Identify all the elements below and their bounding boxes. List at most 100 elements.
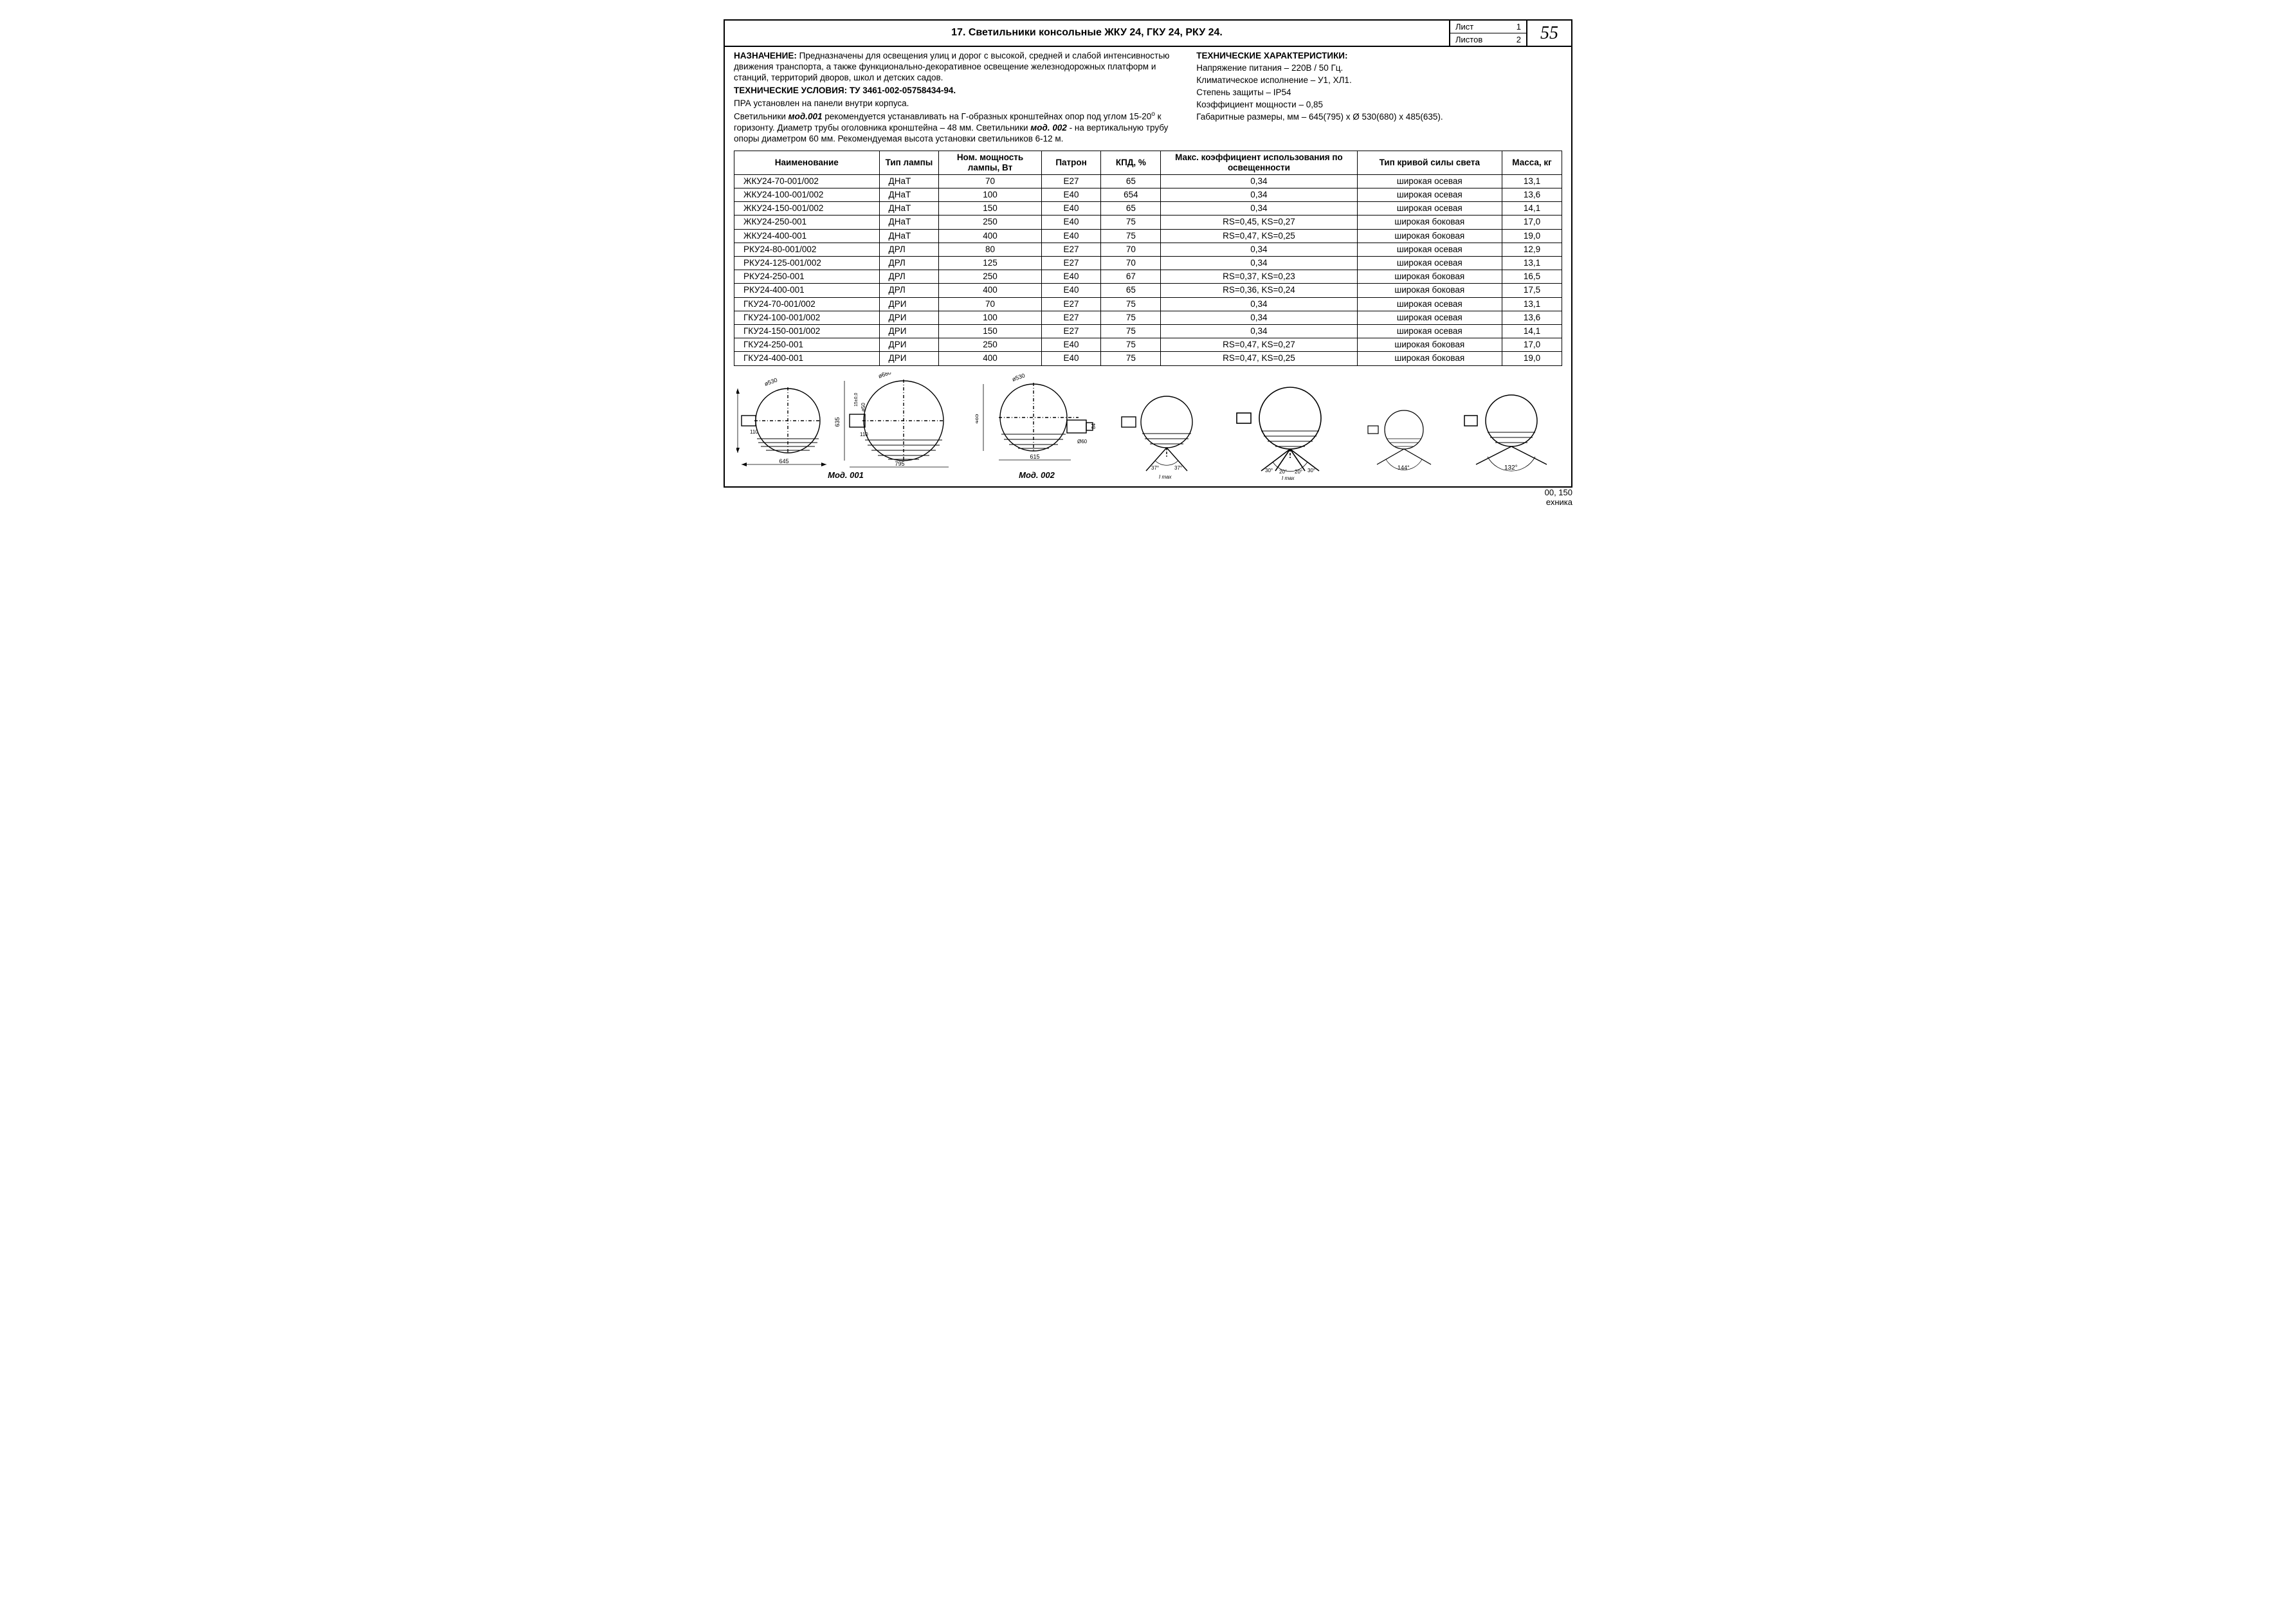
th-0: Наименование: [734, 151, 880, 174]
td: 400: [939, 284, 1041, 297]
td: широкая осевая: [1357, 188, 1502, 202]
frag1: 00, 150: [1545, 488, 1572, 497]
td: Е27: [1041, 324, 1101, 338]
td: Е40: [1041, 270, 1101, 284]
td: RS=0,37, KS=0,23: [1161, 270, 1357, 284]
td: 0,34: [1161, 297, 1357, 311]
td: 150: [939, 324, 1041, 338]
td: 75: [1101, 216, 1161, 229]
table-row: ЖКУ24-250-001ДНаТ250Е4075RS=0,45, KS=0,2…: [734, 216, 1562, 229]
td: 12,9: [1502, 243, 1562, 256]
sheets-num: 2: [1517, 35, 1521, 44]
td: ДРЛ: [879, 270, 939, 284]
diag-132: 132°: [1463, 390, 1560, 480]
table-row: ГКУ24-70-001/002ДРИ70Е27750,34широкая ос…: [734, 297, 1562, 311]
th-1: Тип лампы: [879, 151, 939, 174]
d2-diam: ø680: [877, 372, 892, 380]
td: 16,5: [1502, 270, 1562, 284]
td: 100: [939, 188, 1041, 202]
td: широкая осевая: [1357, 324, 1502, 338]
ang30a: 30°: [1265, 468, 1273, 473]
purpose-text: Предназначены для освещения улиц и дорог…: [734, 51, 1169, 82]
td: ДРИ: [879, 352, 939, 365]
td: ДРИ: [879, 311, 939, 324]
td: широкая боковая: [1357, 338, 1502, 352]
table-row: РКУ24-80-001/002ДРЛ80Е27700,34широкая ос…: [734, 243, 1562, 256]
td: 125: [939, 257, 1041, 270]
table-row: ЖКУ24-400-001ДНаТ400Е4075RS=0,47, KS=0,2…: [734, 229, 1562, 243]
frag2: ехника: [1545, 497, 1572, 507]
page-frame: 17. Светильники консольные ЖКУ 24, ГКУ 2…: [724, 19, 1572, 488]
tu-label: ТЕХНИЧЕСКИЕ УСЛОВИЯ:: [734, 86, 847, 95]
td: 75: [1101, 324, 1161, 338]
td: ДРЛ: [879, 243, 939, 256]
tech-1: Климатическое исполнение – У1, ХЛ1.: [1196, 75, 1562, 85]
diag-light-small: 37° 37° I max: [1118, 390, 1215, 480]
td: 67: [1101, 270, 1161, 284]
light-big-svg: 30° 20° 20° 30° I max: [1235, 383, 1345, 480]
d2-w: 795: [895, 461, 904, 467]
td: 14,1: [1502, 202, 1562, 216]
td: РКУ24-80-001/002: [734, 243, 880, 256]
diagrams-row: ø530 485 645 110: [734, 372, 1562, 480]
notes-line2: Светильники мод.001 рекомендуется устана…: [734, 111, 1181, 144]
td: 654: [1101, 188, 1161, 202]
sheet-box: Лист 1 Листов 2: [1450, 21, 1526, 46]
table-row: ГКУ24-150-001/002ДРИ150Е27750,34широкая …: [734, 324, 1562, 338]
ang144: 144°: [1398, 464, 1410, 471]
td: ЖКУ24-400-001: [734, 229, 880, 243]
th-7: Масса, кг: [1502, 151, 1562, 174]
td: Е27: [1041, 174, 1101, 188]
td: широкая боковая: [1357, 284, 1502, 297]
td: 0,34: [1161, 202, 1357, 216]
td: ДРЛ: [879, 257, 939, 270]
td: широкая боковая: [1357, 229, 1502, 243]
d1-w: 645: [779, 458, 788, 464]
table-row: РКУ24-250-001ДРЛ250Е4067RS=0,37, KS=0,23…: [734, 270, 1562, 284]
td: Е40: [1041, 229, 1101, 243]
td: 75: [1101, 229, 1161, 243]
page-number: 55: [1526, 21, 1571, 46]
td: 17,0: [1502, 338, 1562, 352]
td: 100: [939, 311, 1041, 324]
td: Е40: [1041, 338, 1101, 352]
sheet-label: Лист: [1455, 22, 1473, 32]
sheets-label: Листов: [1455, 35, 1482, 44]
n2c: рекомендуется устанавливать на Г-образны…: [823, 112, 1152, 122]
td: 0,34: [1161, 257, 1357, 270]
tech-4: Габаритные размеры, мм – 645(795) х Ø 53…: [1196, 112, 1562, 122]
tech-heading: ТЕХНИЧЕСКИЕ ХАРАКТЕРИСТИКИ:: [1196, 51, 1562, 60]
td: ДНаТ: [879, 229, 939, 243]
td: Е27: [1041, 297, 1101, 311]
td: 14,1: [1502, 324, 1562, 338]
td: 75: [1101, 311, 1161, 324]
td: 65: [1101, 174, 1161, 188]
td: 75: [1101, 352, 1161, 365]
td: 17,5: [1502, 284, 1562, 297]
table-row: РКУ24-125-001/002ДРЛ125Е27700,34широкая …: [734, 257, 1562, 270]
td: 0,34: [1161, 243, 1357, 256]
diag-144: 144°: [1365, 403, 1443, 480]
ang37a: 37°: [1151, 465, 1159, 471]
imax-a: I max: [1159, 474, 1172, 480]
td: 80: [939, 243, 1041, 256]
tech-3: Коэффициент мощности – 0,85: [1196, 100, 1562, 109]
td: 13,1: [1502, 174, 1562, 188]
purpose: НАЗНАЧЕНИЕ: Предназначены для освещения …: [734, 51, 1181, 84]
sheet-current: Лист 1: [1450, 21, 1526, 33]
table-row: ГКУ24-400-001ДРИ400Е4075RS=0,47, KS=0,25…: [734, 352, 1562, 365]
n2f: мод. 002: [1030, 123, 1067, 133]
td: 13,6: [1502, 311, 1562, 324]
tech-2: Степень защиты – IP54: [1196, 87, 1562, 97]
purpose-label: НАЗНАЧЕНИЕ:: [734, 51, 797, 60]
td: ЖКУ24-100-001/002: [734, 188, 880, 202]
td: Е40: [1041, 352, 1101, 365]
table-row: ЖКУ24-70-001/002ДНаТ70Е27650,34широкая о…: [734, 174, 1562, 188]
td: 0,34: [1161, 311, 1357, 324]
td: 75: [1101, 297, 1161, 311]
tech-0: Напряжение питания – 220В / 50 Гц.: [1196, 63, 1562, 73]
td: 75: [1101, 338, 1161, 352]
td: 70: [939, 174, 1041, 188]
td: РКУ24-250-001: [734, 270, 880, 284]
td: ДРИ: [879, 297, 939, 311]
